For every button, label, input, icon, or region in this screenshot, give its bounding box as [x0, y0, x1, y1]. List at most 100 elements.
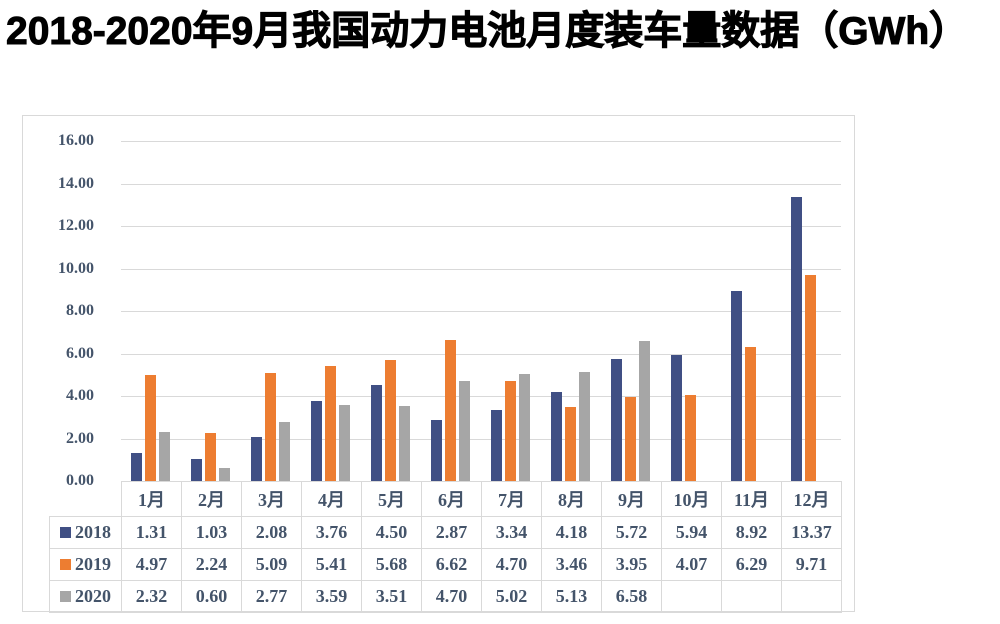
bar-2018-12月	[791, 197, 802, 481]
bar-group-12月	[781, 141, 841, 481]
month-header-cell: 5月	[361, 481, 422, 517]
value-cell: 5.09	[241, 548, 302, 581]
bar-2018-3月	[251, 437, 262, 481]
legend-swatch-icon-2018	[60, 527, 71, 538]
value-cell	[661, 580, 722, 613]
bar-2019-10月	[685, 395, 696, 481]
bar-group-6月	[421, 141, 481, 481]
gridline	[121, 269, 841, 270]
legend-cell-2019: 2019	[49, 548, 122, 581]
value-cell: 2.32	[121, 580, 182, 613]
bar-group-8月	[541, 141, 601, 481]
value-cell: 13.37	[781, 516, 842, 549]
bar-2018-9月	[611, 359, 622, 481]
bar-2019-1月	[145, 375, 156, 481]
bar-2019-6月	[445, 340, 456, 481]
bar-2020-5月	[399, 406, 410, 481]
value-cell: 3.51	[361, 580, 422, 613]
month-header-cell: 11月	[721, 481, 782, 517]
table-row-2018: 2018 1.31 1.03 2.08 3.76 4.50 2.87 3.34 4.18 5.72…	[49, 516, 842, 549]
bar-group-1月	[121, 141, 181, 481]
legend-cell-2018: 2018	[49, 516, 122, 549]
bar-group-4月	[301, 141, 361, 481]
value-cell: 5.68	[361, 548, 422, 581]
value-cell: 5.13	[541, 580, 602, 613]
value-cell	[721, 580, 782, 613]
month-header-cell: 2月	[181, 481, 242, 517]
value-cell: 6.29	[721, 548, 782, 581]
month-header-cell: 4月	[301, 481, 362, 517]
y-axis-tick-label: 2.00	[66, 430, 94, 447]
value-cell: 2.77	[241, 580, 302, 613]
value-cell: 9.71	[781, 548, 842, 581]
y-axis-tick-label: 0.00	[66, 472, 94, 489]
bar-group-2月	[181, 141, 241, 481]
y-axis-tick-label: 12.00	[58, 217, 94, 234]
month-header-cell: 8月	[541, 481, 602, 517]
month-header-cell: 12月	[781, 481, 842, 517]
bar-2019-7月	[505, 381, 516, 481]
bar-group-11月	[721, 141, 781, 481]
legend-label: 2020	[75, 586, 111, 606]
bar-2018-5月	[371, 385, 382, 481]
bar-2020-6月	[459, 381, 470, 481]
table-row-2020: 2020 2.32 0.60 2.77 3.59 3.51 4.70 5.02 5.13 6.58	[49, 580, 842, 613]
table-corner-cell	[50, 482, 122, 517]
bar-2019-9月	[625, 397, 636, 481]
value-cell: 4.50	[361, 516, 422, 549]
y-axis-tick-label: 10.00	[58, 260, 94, 277]
month-header-cell: 10月	[661, 481, 722, 517]
value-cell: 3.95	[601, 548, 662, 581]
bar-2019-12月	[805, 275, 816, 481]
value-cell: 1.31	[121, 516, 182, 549]
legend-cell-2020: 2020	[49, 580, 122, 613]
gridline	[121, 184, 841, 185]
value-cell: 1.03	[181, 516, 242, 549]
value-cell: 4.18	[541, 516, 602, 549]
value-cell: 5.02	[481, 580, 542, 613]
bar-2019-4月	[325, 366, 336, 481]
legend-label: 2018	[75, 522, 111, 542]
bar-2018-8月	[551, 392, 562, 481]
bar-2020-3月	[279, 422, 290, 481]
value-cell: 3.34	[481, 516, 542, 549]
bar-2018-10月	[671, 355, 682, 481]
bar-2020-9月	[639, 341, 650, 481]
bar-2019-2月	[205, 433, 216, 481]
value-cell: 6.62	[421, 548, 482, 581]
month-header-cell: 1月	[121, 481, 182, 517]
bar-group-3月	[241, 141, 301, 481]
value-cell: 8.92	[721, 516, 782, 549]
bar-group-9月	[601, 141, 661, 481]
gridline	[121, 141, 841, 142]
month-header-cell: 7月	[481, 481, 542, 517]
bar-2020-2月	[219, 468, 230, 481]
bar-2018-6月	[431, 420, 442, 481]
bar-2018-4月	[311, 401, 322, 481]
y-axis-tick-label: 16.00	[58, 132, 94, 149]
y-axis-tick-label: 6.00	[66, 345, 94, 362]
value-cell: 5.41	[301, 548, 362, 581]
bar-2019-5月	[385, 360, 396, 481]
value-cell: 4.70	[421, 580, 482, 613]
month-header-cell: 6月	[421, 481, 482, 517]
gridline	[121, 396, 841, 397]
bar-2018-11月	[731, 291, 742, 481]
legend-swatch-icon-2020	[60, 591, 71, 602]
gridline	[121, 311, 841, 312]
page-title: 2018-2020年9月我国动力电池月度装车量数据（GWh）	[6, 10, 969, 54]
value-cell: 5.94	[661, 516, 722, 549]
month-header-cell: 3月	[241, 481, 302, 517]
value-cell: 0.60	[181, 580, 242, 613]
value-cell: 2.08	[241, 516, 302, 549]
bar-2019-3月	[265, 373, 276, 481]
plot-area	[121, 141, 841, 481]
value-cell	[781, 580, 842, 613]
chart-area: 16.00 14.00 12.00 10.00 8.00 6.00 4.00 2.00 0.00…	[22, 115, 855, 613]
bar-group-7月	[481, 141, 541, 481]
value-cell: 4.07	[661, 548, 722, 581]
bar-2020-8月	[579, 372, 590, 481]
bar-group-5月	[361, 141, 421, 481]
bar-2020-7月	[519, 374, 530, 481]
table-row-2019: 2019 4.97 2.24 5.09 5.41 5.68 6.62 4.70 3.46 3.95…	[49, 548, 842, 581]
